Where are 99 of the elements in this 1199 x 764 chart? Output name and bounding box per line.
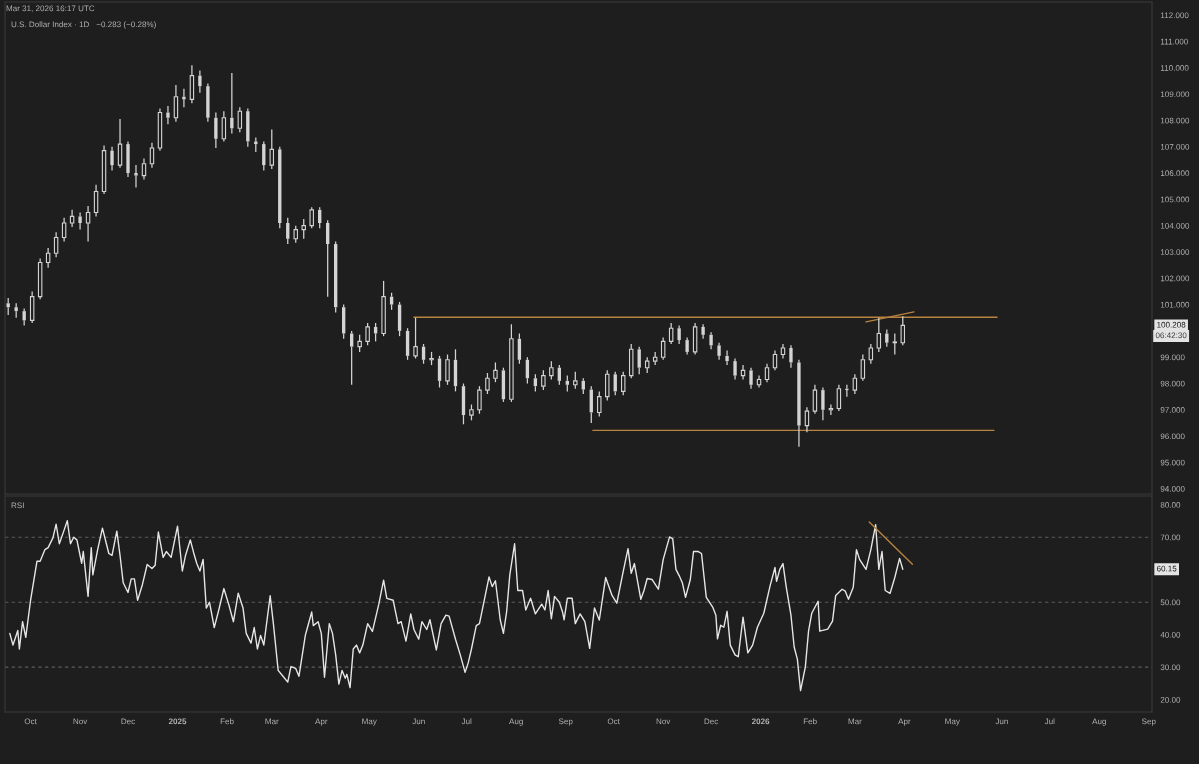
y-tick-label: 105.000 [1160, 196, 1190, 203]
candlestick [692, 322, 698, 356]
candlestick [685, 336, 689, 356]
candlestick [701, 323, 705, 340]
x-tick-label: Apr [898, 718, 911, 726]
text: 60.15 [1157, 565, 1177, 572]
candlestick [141, 157, 147, 181]
x-tick-label: Dec [704, 718, 719, 725]
y-tick-label: 98.000 [1160, 380, 1185, 387]
y-tick-label: 112.000 [1160, 12, 1189, 19]
candlestick [93, 184, 99, 218]
candlestick [78, 211, 82, 231]
candlestick [709, 331, 713, 350]
candlestick [61, 217, 67, 243]
x-tick-label: Feb [803, 718, 817, 725]
candlestick [789, 344, 793, 369]
candlestick [852, 373, 858, 395]
text: U.S. Dollar Index · 1D [11, 21, 89, 28]
candlestick [214, 111, 218, 149]
candlestick [221, 110, 227, 143]
y-tick-label: 20.00 [1160, 696, 1181, 703]
candlestick [780, 343, 786, 360]
candlestick [845, 384, 849, 398]
x-tick-label: Oct [607, 718, 620, 725]
x-tick-label: Nov [656, 718, 671, 725]
candlestick [166, 105, 170, 125]
x-tick-label: Aug [509, 718, 523, 726]
y-tick-label: 110.000 [1160, 65, 1189, 71]
candlestick [717, 342, 721, 361]
y-tick-label: 106.000 [1160, 170, 1190, 177]
text: 06:42:30 [1155, 332, 1187, 339]
candlestick [860, 353, 866, 382]
x-tick-label: May [362, 718, 377, 726]
x-tick-label: Apr [315, 718, 328, 726]
candlestick [157, 107, 163, 152]
candlestick [53, 231, 59, 258]
y-tick-label: 96.000 [1160, 433, 1185, 440]
y-tick-label: 50.00 [1160, 599, 1181, 606]
candlestick [126, 140, 130, 178]
y-tick-label: 108.000 [1160, 117, 1190, 124]
y-tick-label: 97.000 [1160, 407, 1185, 413]
y-tick-label: 101.000 [1160, 301, 1190, 308]
y-tick-label: 40.00 [1160, 631, 1181, 638]
y-tick-label: 80.00 [1160, 502, 1181, 508]
candlestick [110, 146, 114, 172]
candlestick [37, 257, 43, 300]
y-tick-label: 109.000 [1160, 91, 1190, 98]
candlestick [836, 384, 842, 412]
x-tick-label: Mar [265, 718, 279, 725]
x-tick-label: Feb [220, 718, 234, 725]
candlestick [797, 359, 801, 448]
candlestick [733, 357, 737, 381]
candlestick [749, 367, 753, 390]
x-tick-label: Jun [412, 718, 425, 725]
line-series [9, 519, 904, 692]
y-tick-label: 94.000 [1160, 486, 1185, 492]
candlestick [198, 69, 202, 94]
x-tick-label: Jul [1044, 718, 1055, 725]
y-tick-label: 30.00 [1160, 664, 1181, 671]
candlestick [101, 144, 107, 195]
text: −0.283 (−0.28%) [96, 21, 156, 29]
candlestick [149, 142, 155, 169]
y-tick-label: 107.000 [1160, 144, 1190, 150]
candlestick [134, 164, 138, 189]
x-tick-label: Sep [558, 718, 573, 726]
candlestick [189, 64, 195, 104]
y-tick-label: 102.000 [1160, 275, 1190, 282]
text: RSI [11, 502, 24, 509]
candlestick [804, 406, 810, 433]
candlestick [764, 363, 770, 383]
y-tick-label: 111.000 [1160, 38, 1188, 45]
candlestick [812, 384, 818, 415]
y-tick-label: 70.00 [1160, 534, 1181, 541]
candlestick [821, 386, 825, 421]
x-tick-label: Mar [848, 718, 862, 725]
x-tick-label: Dec [121, 718, 135, 725]
candlestick [85, 205, 91, 243]
candlestick [69, 209, 75, 228]
y-tick-label: 95.000 [1160, 459, 1185, 466]
candlestick [173, 84, 179, 123]
candlestick [206, 82, 210, 123]
x-tick-label: Sep [1142, 718, 1156, 726]
y-tick-label: 104.000 [1160, 222, 1190, 229]
y-tick-label: 103.000 [1160, 249, 1190, 255]
x-tick-label: May [945, 718, 960, 726]
x-tick-label: Jul [461, 718, 472, 725]
x-tick-label: Oct [24, 718, 37, 725]
text: 100.208 [1157, 321, 1186, 328]
annotation: Mar 31, 2026 16:17 UTC [6, 5, 95, 13]
x-tick-label: 2026 [751, 718, 770, 725]
candlestick [772, 349, 778, 371]
x-tick-label: Aug [1092, 718, 1106, 726]
x-tick-label: Jun [995, 718, 1008, 725]
candlestick [677, 324, 681, 345]
x-tick-label: 2025 [168, 718, 187, 725]
candlestick [725, 349, 729, 366]
x-tick-label: Nov [73, 718, 88, 725]
y-tick-label: 99.000 [1160, 354, 1185, 361]
candlestick [117, 118, 123, 169]
